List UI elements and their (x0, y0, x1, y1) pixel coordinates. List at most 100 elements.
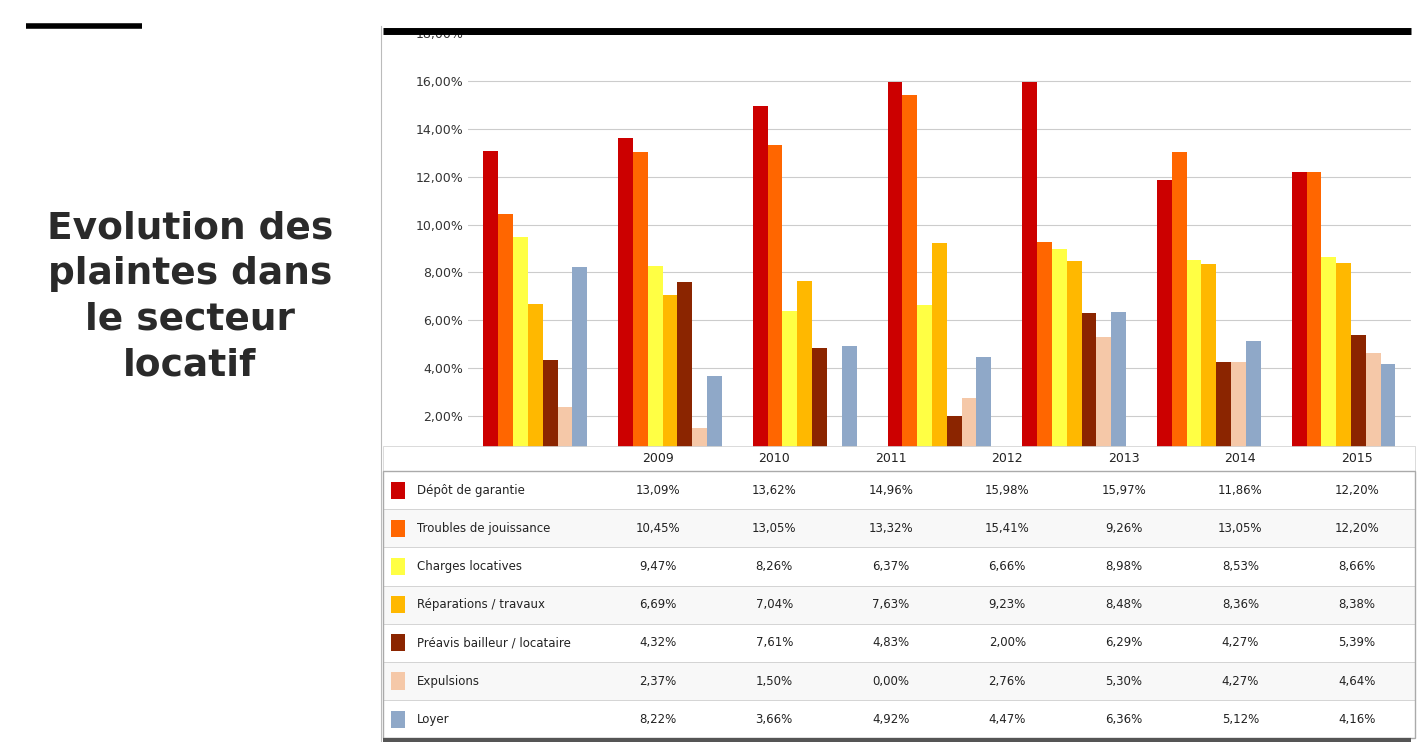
Bar (662, 295, 678, 464)
Text: Réparations / travaux: Réparations / travaux (417, 598, 545, 611)
Bar (1096, 337, 1112, 464)
Text: 2012: 2012 (991, 453, 1024, 465)
Bar (1336, 263, 1351, 464)
Text: 8,36%: 8,36% (1222, 598, 1259, 611)
Text: 4,64%: 4,64% (1339, 674, 1375, 688)
Text: 4,47%: 4,47% (988, 713, 1027, 726)
Text: 2014: 2014 (1225, 453, 1256, 465)
Text: 8,22%: 8,22% (640, 713, 676, 726)
Bar (783, 312, 797, 464)
Bar (1246, 341, 1261, 464)
Text: 12,20%: 12,20% (1334, 484, 1380, 496)
Text: Troubles de jouissance: Troubles de jouissance (417, 522, 550, 535)
Text: 2,00%: 2,00% (988, 637, 1025, 649)
Text: Préavis bailleur / locataire: Préavis bailleur / locataire (417, 637, 571, 649)
Text: 0,00%: 0,00% (872, 674, 909, 688)
Text: 13,62%: 13,62% (752, 484, 797, 496)
Text: 3,66%: 3,66% (756, 713, 793, 726)
Bar (753, 106, 767, 464)
Text: 7,04%: 7,04% (756, 598, 793, 611)
Text: 15,41%: 15,41% (986, 522, 1029, 535)
Bar (961, 398, 977, 464)
Bar (391, 520, 404, 537)
Text: 6,37%: 6,37% (872, 560, 909, 573)
Text: 10,45%: 10,45% (635, 522, 681, 535)
Bar (1187, 260, 1201, 464)
Text: 2,76%: 2,76% (988, 674, 1027, 688)
Text: 9,47%: 9,47% (640, 560, 676, 573)
Text: 2011: 2011 (875, 453, 906, 465)
Text: Evolution des
plaintes dans
le secteur
locatif: Evolution des plaintes dans le secteur l… (47, 210, 333, 384)
Text: Loyer: Loyer (417, 713, 450, 726)
Bar (1037, 243, 1052, 464)
Bar (692, 428, 708, 464)
Text: 8,66%: 8,66% (1339, 560, 1375, 573)
Text: 2010: 2010 (759, 453, 790, 465)
Bar (708, 376, 722, 464)
Bar (391, 711, 404, 728)
Text: 5,12%: 5,12% (1222, 713, 1259, 726)
Bar (797, 281, 813, 464)
Bar (383, 548, 1415, 585)
Bar (383, 509, 1415, 548)
Bar (947, 416, 961, 464)
Bar (527, 303, 543, 464)
Bar (383, 585, 1415, 624)
Bar (383, 471, 1415, 509)
Bar (902, 95, 917, 464)
Bar (383, 447, 1415, 471)
Text: 4,92%: 4,92% (872, 713, 909, 726)
Bar (1381, 364, 1395, 464)
Text: 4,16%: 4,16% (1339, 713, 1375, 726)
Text: 2015: 2015 (1341, 453, 1373, 465)
Bar (1171, 152, 1187, 464)
Text: 6,69%: 6,69% (640, 598, 676, 611)
Text: 8,53%: 8,53% (1222, 560, 1259, 573)
Bar (391, 482, 404, 499)
Text: 8,26%: 8,26% (756, 560, 793, 573)
Bar (1112, 312, 1126, 464)
Bar (383, 624, 1415, 662)
Text: 4,27%: 4,27% (1222, 674, 1259, 688)
Text: 1,50%: 1,50% (756, 674, 793, 688)
Text: 5,39%: 5,39% (1339, 637, 1375, 649)
Bar (1201, 264, 1217, 464)
Bar (1157, 180, 1171, 464)
Text: 13,05%: 13,05% (752, 522, 797, 535)
Bar (842, 346, 856, 464)
Bar (1306, 172, 1322, 464)
Bar (513, 237, 527, 464)
Text: 6,66%: 6,66% (988, 560, 1027, 573)
Text: 9,26%: 9,26% (1105, 522, 1143, 535)
Bar (1217, 361, 1231, 464)
Bar (888, 82, 902, 464)
Bar (1022, 82, 1037, 464)
Bar (1082, 313, 1096, 464)
Bar (391, 596, 404, 614)
Text: 11,86%: 11,86% (1218, 484, 1263, 496)
Text: 4,27%: 4,27% (1222, 637, 1259, 649)
Text: Expulsions: Expulsions (417, 674, 479, 688)
Text: 13,09%: 13,09% (635, 484, 681, 496)
Bar (1292, 172, 1306, 464)
Text: 4,83%: 4,83% (872, 637, 909, 649)
Text: 7,61%: 7,61% (756, 637, 793, 649)
Text: 6,36%: 6,36% (1105, 713, 1143, 726)
Text: 15,97%: 15,97% (1102, 484, 1146, 496)
Bar (618, 138, 632, 464)
Text: 14,96%: 14,96% (868, 484, 913, 496)
Text: 2013: 2013 (1107, 453, 1140, 465)
Text: 5,30%: 5,30% (1105, 674, 1143, 688)
Bar (1231, 361, 1246, 464)
Bar (383, 700, 1415, 738)
Bar (498, 214, 513, 464)
Bar (391, 634, 404, 651)
Text: Charges locatives: Charges locatives (417, 560, 522, 573)
Text: 6,29%: 6,29% (1105, 637, 1143, 649)
Text: Dépôt de garantie: Dépôt de garantie (417, 484, 525, 496)
Bar (932, 243, 947, 464)
Text: 9,23%: 9,23% (988, 598, 1025, 611)
Bar (678, 282, 692, 464)
Bar (484, 151, 498, 464)
Text: 13,05%: 13,05% (1218, 522, 1262, 535)
